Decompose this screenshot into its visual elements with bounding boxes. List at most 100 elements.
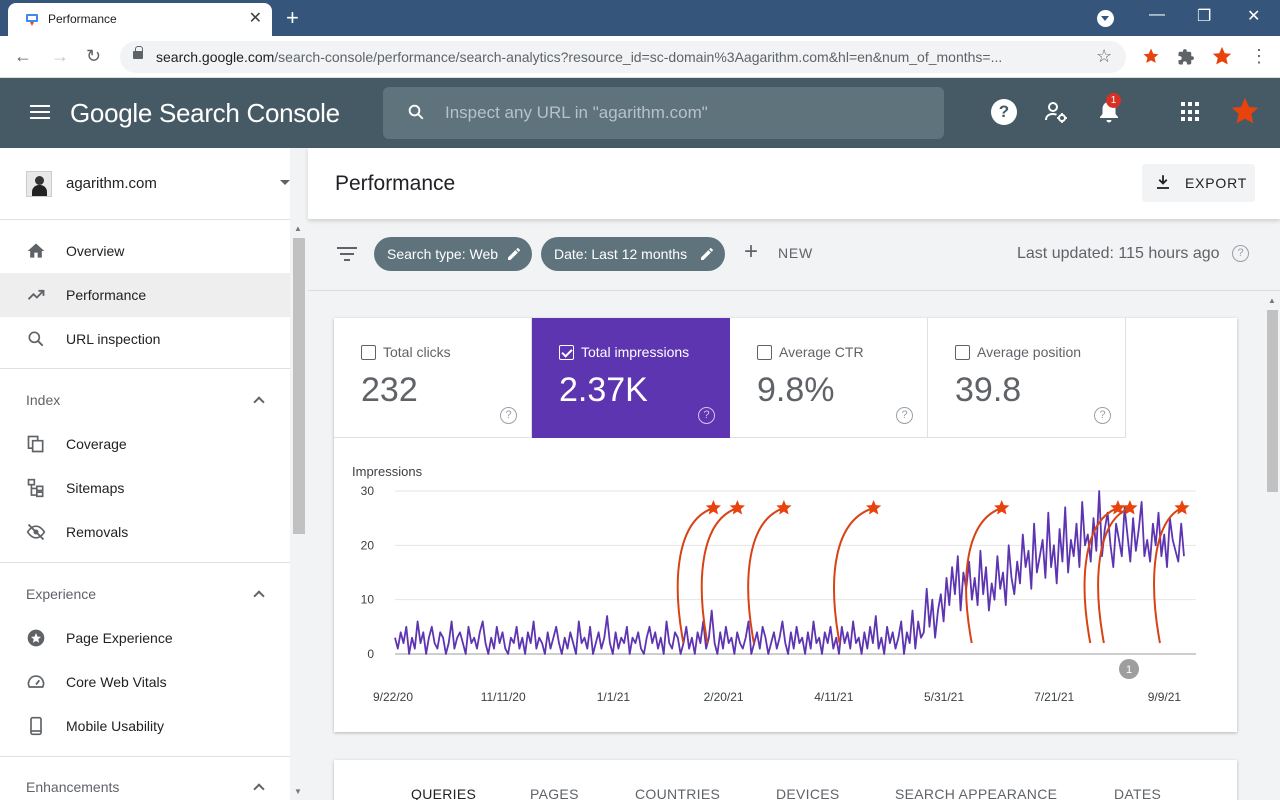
tab-devices[interactable]: DEVICES xyxy=(776,786,840,800)
sidebar-item-url-inspection[interactable]: URL inspection xyxy=(0,317,290,361)
metric-checkbox[interactable] xyxy=(559,345,574,360)
scroll-up-icon[interactable]: ▲ xyxy=(1268,296,1276,305)
sidebar-scroll-thumb[interactable] xyxy=(293,238,305,534)
trending-up-icon xyxy=(27,289,45,300)
help-icon[interactable]: ? xyxy=(1094,407,1111,424)
browser-menu-icon[interactable]: ⋮ xyxy=(1250,46,1268,66)
scroll-down-icon[interactable]: ▼ xyxy=(294,787,302,796)
sidebar-item-label: Overview xyxy=(66,243,125,259)
last-updated-text: Last updated: 115 hours ago xyxy=(1017,245,1220,262)
x-tick-label: 9/22/20 xyxy=(373,690,413,704)
metric-label: Average position xyxy=(977,344,1082,360)
sidebar-item-coverage[interactable]: Coverage xyxy=(0,422,290,466)
profile-menu-icon[interactable] xyxy=(1097,10,1114,27)
sidebar-scrollbar[interactable]: ▲ ▼ xyxy=(290,220,308,800)
sidebar-item-page-experience[interactable]: Page Experience xyxy=(0,616,290,660)
url-text[interactable]: search.google.com/search-console/perform… xyxy=(156,49,1003,65)
tab-pages[interactable]: PAGES xyxy=(530,786,579,800)
metric-average-position[interactable]: Average position 39.8 ? xyxy=(928,318,1126,438)
edit-pencil-icon xyxy=(508,248,520,260)
close-window-icon[interactable]: ✕ xyxy=(1247,8,1261,25)
property-selector[interactable]: agarithm.com xyxy=(0,148,290,220)
main-scroll-thumb[interactable] xyxy=(1267,310,1278,492)
metric-value: 39.8 xyxy=(955,371,1022,409)
annotation-stem xyxy=(1097,507,1131,644)
address-bar[interactable]: search.google.com/search-console/perform… xyxy=(120,41,1126,73)
tab-close-icon[interactable]: ✕ xyxy=(248,10,262,27)
help-icon[interactable]: ? xyxy=(698,407,715,424)
sidebar-item-overview[interactable]: Overview xyxy=(0,229,290,273)
main-menu-icon[interactable] xyxy=(30,105,50,119)
annotation-star-icon xyxy=(705,500,721,515)
help-icon[interactable]: ? xyxy=(896,407,913,424)
metric-checkbox[interactable] xyxy=(361,345,376,360)
sidebar-item-performance[interactable]: Performance xyxy=(0,273,290,317)
notifications-bell-icon[interactable]: 1 xyxy=(1096,93,1122,125)
sidebar-item-core-web-vitals[interactable]: Core Web Vitals xyxy=(0,660,290,704)
user-settings-icon[interactable] xyxy=(1043,99,1069,125)
help-icon[interactable]: ? xyxy=(500,407,517,424)
extension-star-icon[interactable] xyxy=(1142,47,1160,65)
plus-icon: + xyxy=(744,238,759,265)
scroll-up-icon[interactable]: ▲ xyxy=(294,224,302,233)
section-title-enhancements[interactable]: Enhancements xyxy=(26,779,120,795)
dimension-tabs: QUERIES PAGES COUNTRIES DEVICES SEARCH A… xyxy=(334,760,1237,800)
metric-label: Average CTR xyxy=(779,344,864,360)
sidebar-item-sitemaps[interactable]: Sitemaps xyxy=(0,466,290,510)
main-scrollbar[interactable]: ▲ xyxy=(1265,292,1280,800)
metric-value: 232 xyxy=(361,371,418,409)
chip-label: Date: Last 12 months xyxy=(554,246,688,262)
section-title-experience[interactable]: Experience xyxy=(26,586,97,602)
new-tab-icon[interactable]: + xyxy=(286,5,299,30)
account-avatar-star-icon[interactable] xyxy=(1229,95,1261,127)
tab-countries[interactable]: COUNTRIES xyxy=(635,786,721,800)
sidebar-item-label: Mobile Usability xyxy=(66,718,165,734)
speedometer-icon xyxy=(27,675,45,688)
home-icon xyxy=(27,243,45,258)
tab-queries[interactable]: QUERIES xyxy=(411,786,477,800)
property-name: agarithm.com xyxy=(66,175,157,192)
chevron-up-icon[interactable] xyxy=(253,590,265,602)
restore-icon[interactable]: ❐ xyxy=(1197,8,1212,25)
tab-search-appearance[interactable]: SEARCH APPEARANCE xyxy=(895,786,1058,800)
chevron-up-icon[interactable] xyxy=(253,783,265,795)
filter-icon[interactable] xyxy=(337,247,357,261)
y-tick-label: 30 xyxy=(361,484,375,498)
search-type-filter-chip[interactable]: Search type: Web xyxy=(374,237,532,271)
browser-tab-bar: Performance ✕ + — ❐ ✕ xyxy=(0,0,1280,36)
section-title-index[interactable]: Index xyxy=(26,392,61,408)
sidebar-item-mobile-usability[interactable]: Mobile Usability xyxy=(0,704,290,748)
tab-dates[interactable]: DATES xyxy=(1114,786,1162,800)
browser-tab[interactable]: Performance ✕ xyxy=(8,3,272,36)
pinned-extension-star-icon[interactable] xyxy=(1211,45,1233,67)
bookmark-star-icon[interactable]: ☆ xyxy=(1096,46,1113,66)
metric-average-ctr[interactable]: Average CTR 9.8% ? xyxy=(730,318,928,438)
metric-total-impressions[interactable]: Total impressions 2.37K ? xyxy=(532,318,730,438)
property-avatar xyxy=(26,171,52,197)
metric-total-clicks[interactable]: Total clicks 232 ? xyxy=(334,318,532,438)
page-title: Performance xyxy=(335,172,456,195)
google-apps-icon[interactable] xyxy=(1178,99,1204,125)
search-console-favicon-icon xyxy=(26,14,38,26)
annotation-stem xyxy=(676,507,714,644)
forward-icon[interactable]: → xyxy=(51,46,69,66)
chip-label: Search type: Web xyxy=(387,246,499,262)
product-logo[interactable]: Google Search Console xyxy=(70,98,340,128)
help-icon[interactable]: ? xyxy=(991,99,1017,125)
metric-checkbox[interactable] xyxy=(955,345,970,360)
sidebar-item-label: URL inspection xyxy=(66,331,161,347)
chevron-up-icon[interactable] xyxy=(253,396,265,408)
metric-checkbox[interactable] xyxy=(757,345,772,360)
url-inspection-search[interactable] xyxy=(383,87,944,139)
tab-title: Performance xyxy=(48,12,117,26)
back-icon[interactable]: ← xyxy=(14,46,32,66)
sidebar-item-removals[interactable]: Removals xyxy=(0,510,290,554)
reload-icon[interactable]: ↻ xyxy=(86,46,102,66)
impressions-chart[interactable]: Impressions 0 10 20 30 9/22/20 11/11/20 1/1/21 2… xyxy=(334,438,1237,732)
help-icon[interactable]: ? xyxy=(1232,245,1249,262)
extensions-puzzle-icon[interactable] xyxy=(1177,48,1195,66)
minimize-icon[interactable]: — xyxy=(1149,6,1165,23)
inspect-url-input[interactable] xyxy=(445,87,925,139)
date-range-filter-chip[interactable]: Date: Last 12 months xyxy=(541,237,725,271)
export-button[interactable]: EXPORT xyxy=(1142,164,1255,202)
